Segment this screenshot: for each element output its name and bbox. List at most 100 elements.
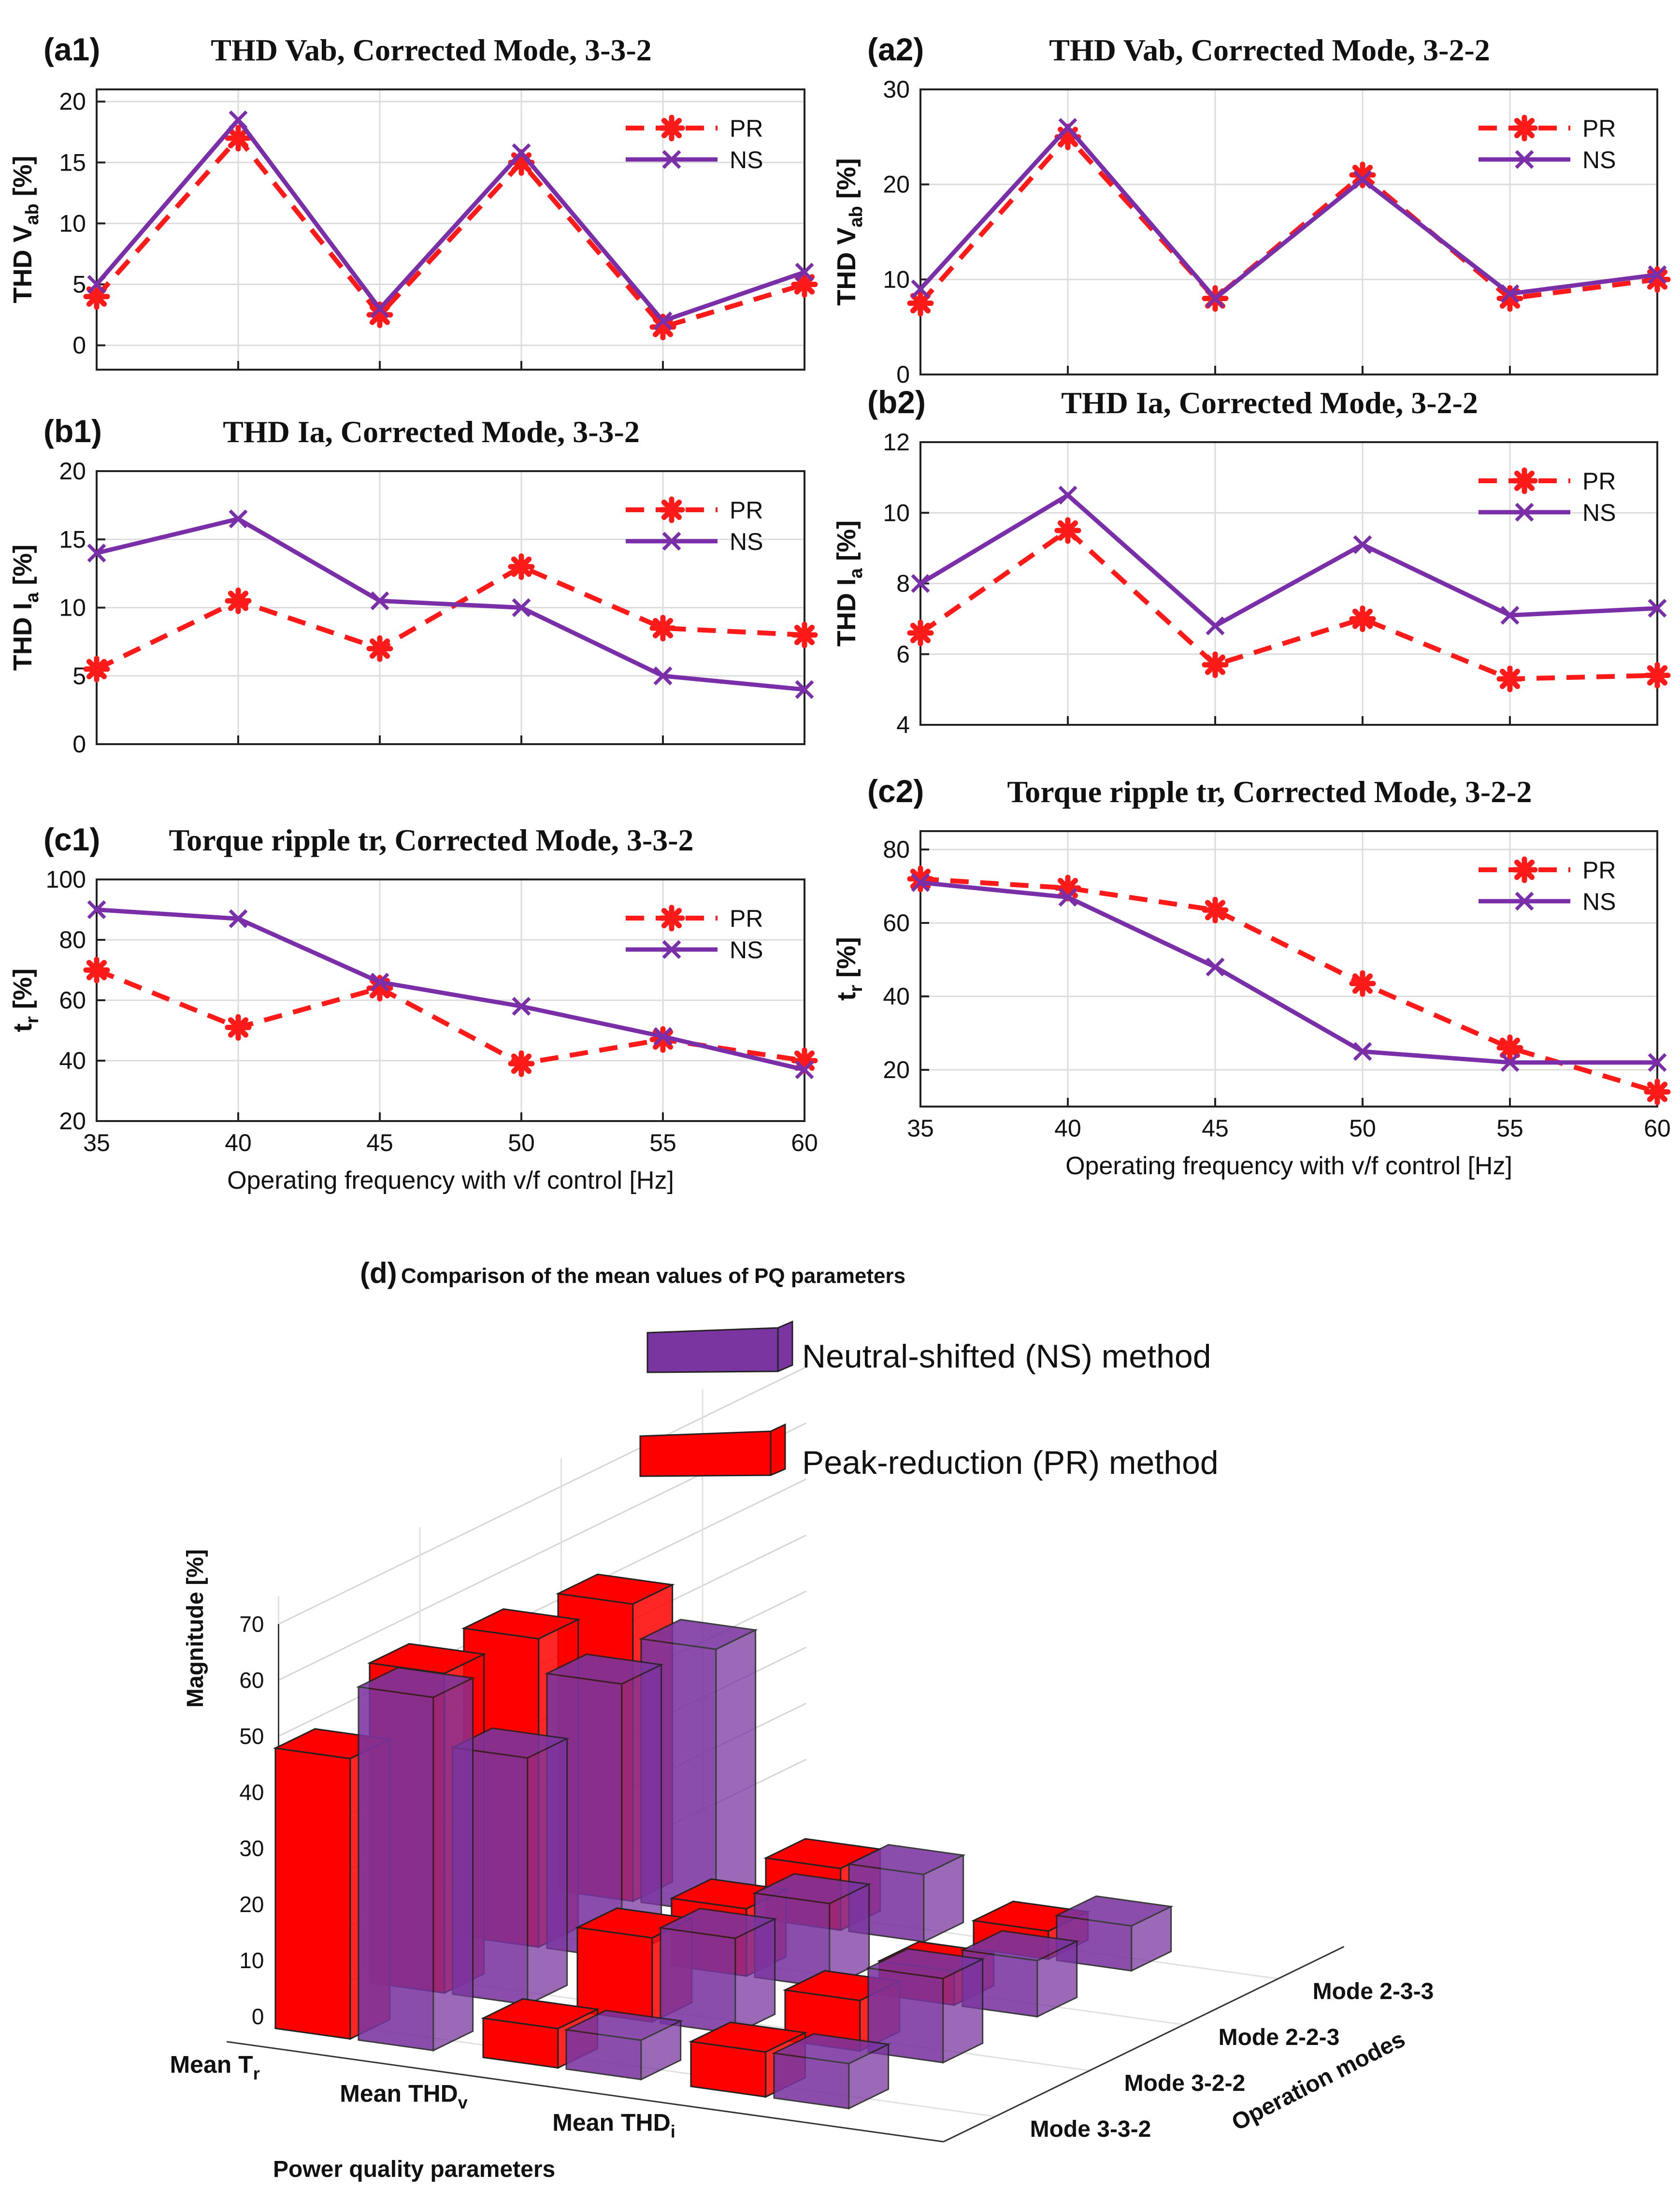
marker-pr [1644, 266, 1671, 293]
line-chart-panels: 0 5 10 15 20 PR NS (a1) THD Vab, Corrected Mode,… [8, 31, 1671, 1195]
marker-pr [225, 1014, 252, 1041]
x-tick-label: 60 [1644, 1115, 1671, 1142]
marker-ns [911, 574, 930, 593]
series-line-pr [96, 967, 805, 1066]
mode-label: Mode 2-2-3 [1219, 2025, 1340, 2050]
chart-title: THD Ia, Corrected Mode, 3-3-2 [223, 415, 640, 449]
series-line-ns [919, 493, 1658, 628]
bar-top [480, 1998, 600, 2030]
legend-marker-ns [662, 150, 681, 169]
marker-ns [229, 909, 248, 928]
bar-top [658, 1908, 777, 1939]
bar-top [544, 1653, 664, 1685]
y-axis-label: THD Ia [%] [8, 545, 43, 671]
bar-side [527, 1737, 568, 2006]
y-tick-label: 20 [59, 458, 86, 485]
legend: Neutral-shifted (NS) method Peak-reductio… [639, 1320, 1219, 1481]
chart-title: Torque ripple tr, Corrected Mode, 3-3-2 [169, 823, 693, 857]
marker-ns [229, 110, 248, 130]
line-chart-panel: 0 10 20 30 PR NS (a2) THD Vab, Corrected Mode, … [832, 31, 1671, 388]
legend: PR NS [626, 905, 763, 964]
legend-marker-pr [1511, 467, 1538, 494]
plot-area [920, 89, 1657, 374]
x-tick-label: 35 [83, 1129, 110, 1156]
y-tick-label: 6 [896, 641, 910, 668]
y-tick-label: 4 [896, 711, 910, 738]
chart-title: Comparison of the mean values of PQ para… [401, 1264, 905, 1288]
bar-ns [1054, 1895, 1174, 1972]
marker-ns [512, 598, 531, 617]
bar-side [432, 1677, 474, 2052]
y-tick-label: 0 [72, 731, 86, 758]
marker-pr [1644, 1079, 1671, 1106]
chart-title: Torque ripple tr, Corrected Mode, 3-2-2 [1007, 775, 1532, 809]
legend-label-ns: NS [730, 146, 763, 173]
series-line-ns [96, 517, 805, 692]
legend-marker-ns [662, 532, 681, 551]
legend-label-pr: Peak-reduction (PR) method [802, 1444, 1219, 1481]
y-tick-label: 15 [59, 526, 86, 553]
y-axis-label: THD Ia [%] [832, 520, 866, 647]
y-tick-label: 5 [72, 271, 86, 298]
parameter-label: Mean Tr [170, 2051, 259, 2083]
y-tick-label: 60 [883, 909, 910, 936]
y-tick-label: 20 [59, 88, 86, 115]
marker-ns [1058, 118, 1077, 137]
mode-label: Mode 3-2-2 [1124, 2071, 1246, 2096]
bar-ns [356, 1667, 475, 2052]
y-tick-label: 12 [883, 429, 910, 456]
marker-pr [1202, 651, 1229, 678]
marker-pr [1496, 1034, 1523, 1061]
legend-marker-pr [658, 115, 685, 142]
x-axis-label: Operating frequency with v/f control [Hz… [1065, 1152, 1512, 1180]
y-tick-label: 40 [59, 1047, 86, 1074]
y-axis [943, 1946, 1345, 2143]
marker-ns [1648, 265, 1667, 284]
marker-ns [87, 900, 106, 919]
y-tick-label: 80 [59, 926, 86, 953]
y-tick-label: 10 [883, 499, 910, 526]
bar-top [638, 1619, 758, 1650]
legend-label-pr: PR [1582, 115, 1616, 142]
marker-ns [87, 544, 106, 562]
legend-label-pr: PR [730, 497, 763, 524]
marker-ns [1353, 1042, 1372, 1061]
legend-label-pr: PR [1582, 857, 1616, 884]
legend-label-ns: NS [730, 936, 763, 964]
z-axis-label: Magnitude [%] [183, 1549, 208, 1708]
marker-ns [795, 262, 814, 282]
chart-title: THD Vab, Corrected Mode, 3-2-2 [1049, 33, 1490, 67]
marker-ns [1353, 535, 1372, 554]
panel-label: (b1) [43, 413, 102, 449]
x-axis-label: Operating frequency with v/f control [Hz… [227, 1166, 674, 1195]
legend-label-pr: PR [1582, 468, 1616, 495]
y-tick-label: 30 [883, 76, 910, 103]
bar-front [660, 1927, 736, 2035]
legend: PR NS [1479, 115, 1616, 173]
marker-ns [1500, 1053, 1520, 1072]
z-tick-label: 50 [239, 1724, 264, 1749]
x-tick-label: 45 [1202, 1115, 1229, 1142]
legend: PR NS [626, 115, 763, 173]
marker-pr [225, 125, 252, 152]
marker-pr [1349, 970, 1376, 997]
bar-ns [865, 1948, 985, 2064]
legend-label-ns: NS [1582, 499, 1616, 526]
legend-label-ns: NS [1582, 888, 1616, 915]
z-tick-label: 10 [239, 1948, 264, 1973]
line-chart-panel: 0 5 10 15 20 PR NS (a1) THD Vab, Corrected Mode,… [8, 31, 818, 371]
marker-ns [911, 279, 930, 299]
y-tick-label: 20 [883, 1056, 910, 1083]
series-line-pr [919, 528, 1658, 681]
line-chart-panel: 20 40 60 80 35 40 45 50 55 60 PR NS (c2) Torque rippl… [832, 773, 1671, 1180]
marker-ns [1648, 1053, 1667, 1072]
z-tick-label: 70 [239, 1612, 264, 1637]
y-tick-label: 10 [59, 210, 86, 237]
plot-frame [96, 88, 805, 371]
mode-label: Mode 2-3-3 [1313, 1979, 1434, 2004]
legend-marker-ns [1515, 892, 1534, 911]
bar-top [752, 1873, 872, 1904]
series-line-ns [919, 125, 1658, 301]
y-axis-label: THD Vab [%] [832, 158, 866, 305]
y-tick-label: 80 [883, 836, 910, 863]
